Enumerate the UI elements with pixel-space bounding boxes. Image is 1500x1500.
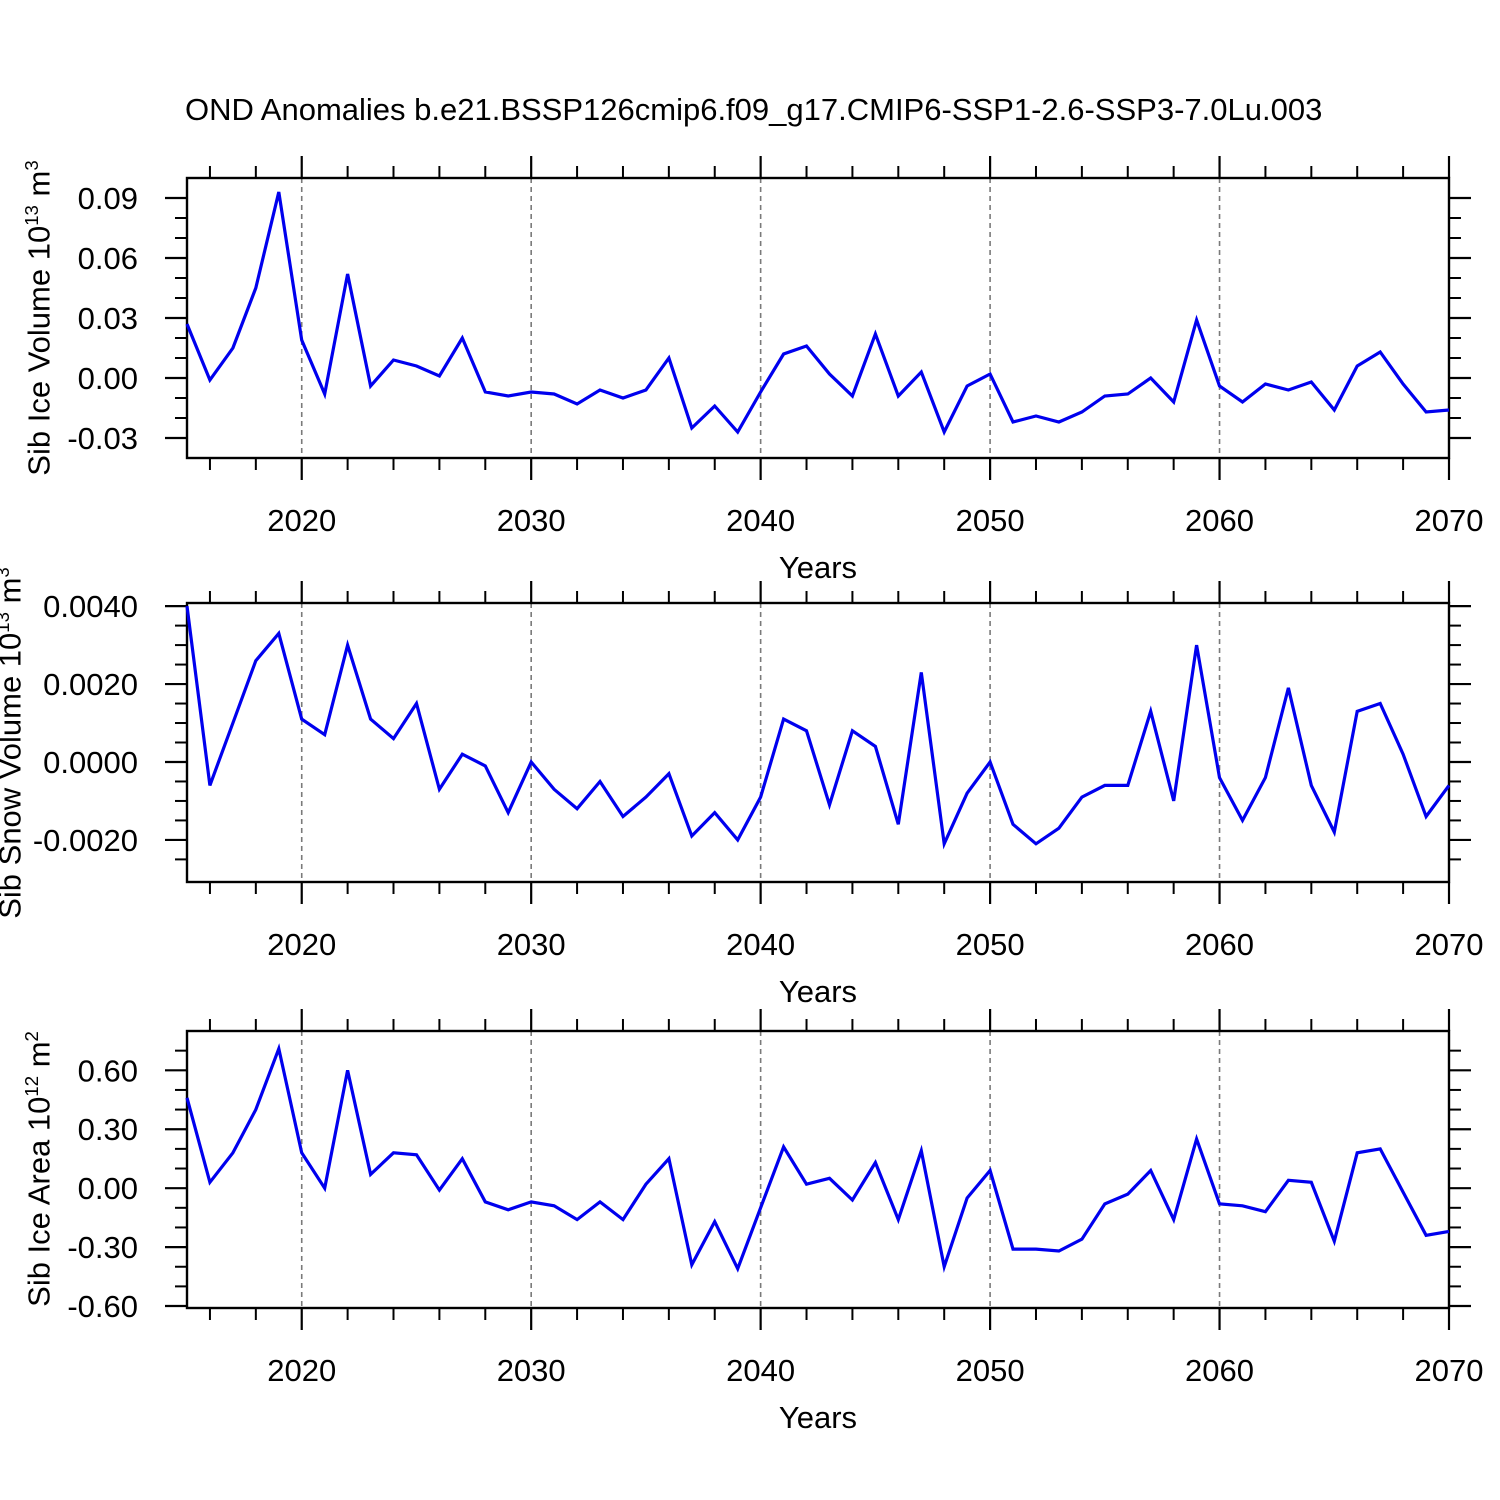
anomaly-line-middle xyxy=(185,605,1451,850)
x-axis-title-bottom: Years xyxy=(778,1400,858,1435)
y-tick-label: -0.60 xyxy=(67,1289,138,1324)
y-tick-label: 0.06 xyxy=(78,241,138,276)
y-tick-label: 0.00 xyxy=(78,361,138,396)
chart-title: OND Anomalies b.e21.BSSP126cmip6.f09_g17… xyxy=(185,92,1323,127)
x-axis-title-middle: Years xyxy=(778,974,858,1009)
x-tick-label: 2040 xyxy=(726,927,795,962)
x-tick-label: 2020 xyxy=(267,927,336,962)
y-tick-label: -0.03 xyxy=(67,421,138,456)
y-tick-label: 0.30 xyxy=(78,1112,138,1147)
x-tick-label: 2070 xyxy=(1415,927,1484,962)
y-tick-label: -0.30 xyxy=(67,1230,138,1265)
x-tick-label: 2030 xyxy=(497,1353,566,1388)
x-axis-title-top: Years xyxy=(778,550,858,585)
y-tick-label: -0.0020 xyxy=(33,823,138,858)
y-tick-label: 0.0020 xyxy=(43,667,138,702)
y-axis-title-ice-volume: Sib Ice Volume 1013 m3 xyxy=(21,160,57,476)
x-tick-label: 2040 xyxy=(726,503,795,538)
y-tick-label: 0.0000 xyxy=(43,745,138,780)
y-tick-label: 0.03 xyxy=(78,301,138,336)
x-tick-label: 2050 xyxy=(956,927,1025,962)
anomaly-line-bottom xyxy=(185,1043,1450,1273)
panel-frame xyxy=(185,601,1451,884)
y-axis-title-ice-area: Sib Ice Area 1012 m2 xyxy=(21,1031,57,1307)
y-tick-label: 0.09 xyxy=(78,181,138,216)
y-tick-label: 0.0040 xyxy=(43,589,138,624)
x-tick-label: 2050 xyxy=(956,503,1025,538)
panel-frame xyxy=(185,176,1451,460)
x-tick-label: 2020 xyxy=(267,1353,336,1388)
x-tick-label: 2070 xyxy=(1415,1353,1484,1388)
x-tick-label: 2070 xyxy=(1415,503,1484,538)
panel-frame xyxy=(185,1029,1451,1310)
x-tick-label: 2050 xyxy=(956,1353,1025,1388)
x-tick-label: 2040 xyxy=(726,1353,795,1388)
x-tick-label: 2060 xyxy=(1185,927,1254,962)
y-tick-label: 0.60 xyxy=(78,1053,138,1088)
x-tick-label: 2060 xyxy=(1185,503,1254,538)
x-tick-label: 2030 xyxy=(497,503,566,538)
x-tick-label: 2060 xyxy=(1185,1353,1254,1388)
y-tick-label: 0.00 xyxy=(78,1171,138,1206)
x-tick-label: 2020 xyxy=(267,503,336,538)
x-tick-label: 2030 xyxy=(497,927,566,962)
anomaly-line-top xyxy=(185,191,1450,436)
